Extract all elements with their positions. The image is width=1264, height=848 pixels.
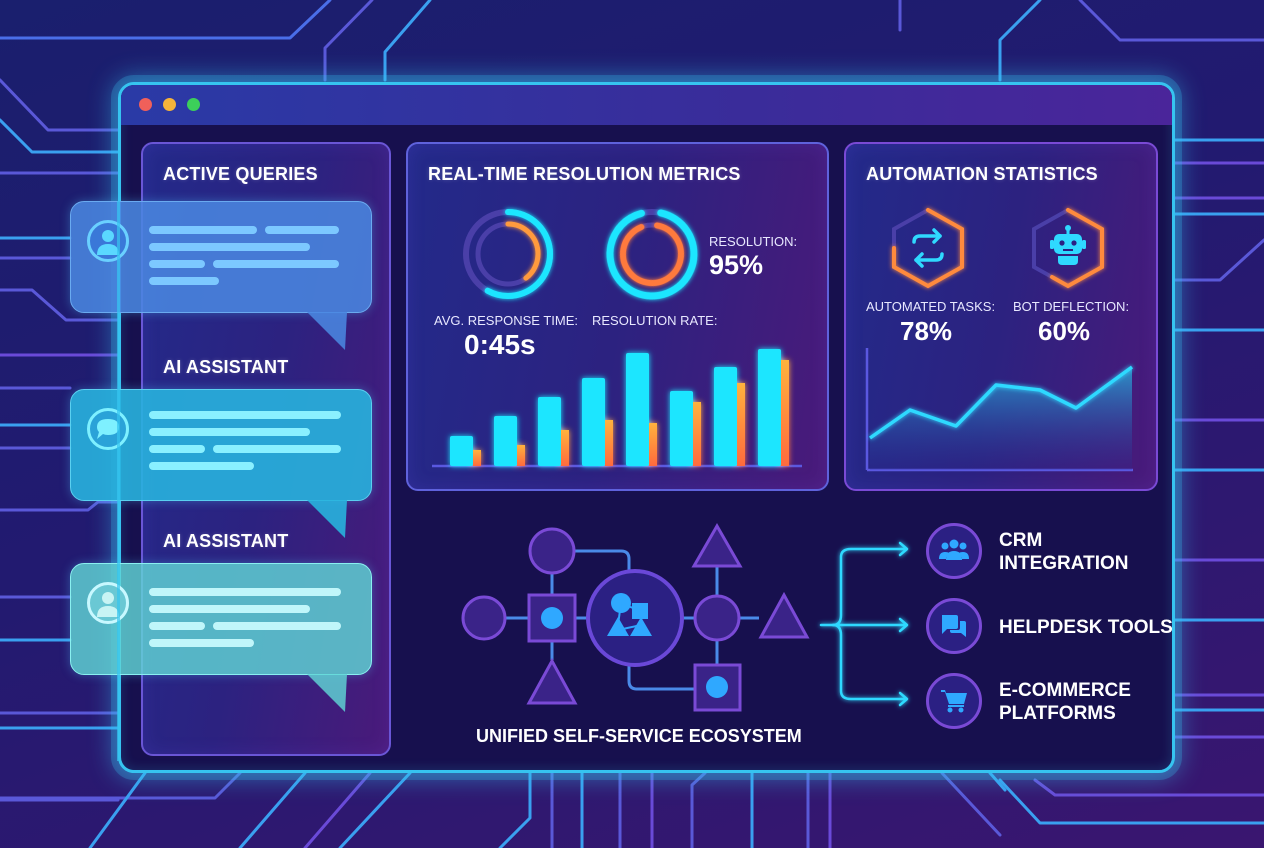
resolution-value: 95% xyxy=(709,250,764,280)
resolution-metrics-panel: REAL-TIME RESOLUTION METRICS RESOLUTION:… xyxy=(406,142,829,491)
ecosystem-title: UNIFIED SELF-SERVICE ECOSYSTEM xyxy=(476,726,802,746)
user-query-bubble-2[interactable] xyxy=(70,563,372,712)
ecommerce-platforms-button[interactable] xyxy=(926,673,982,729)
bot-deflection-value: 60% xyxy=(1038,316,1091,346)
helpdesk-tools-button[interactable] xyxy=(926,598,982,654)
ai-assistant-label-2: AI ASSISTANT xyxy=(163,531,289,551)
automation-statistics-panel: AUTOMATION STATISTICS xyxy=(844,142,1158,491)
crm-integration-label-line1: CRM xyxy=(999,530,1043,551)
bar-primary xyxy=(582,378,605,466)
resolution-bar-chart xyxy=(432,349,802,468)
avg-response-value: 0:45s xyxy=(464,329,536,360)
bot-deflection-label: BOT DEFLECTION: xyxy=(1013,299,1130,314)
bar-primary xyxy=(714,367,737,466)
minimize-button[interactable] xyxy=(163,98,176,111)
node-circle-top xyxy=(528,527,576,575)
ecommerce-label-line2: PLATFORMS xyxy=(999,703,1116,724)
robot-icon xyxy=(1050,225,1086,265)
bar-primary xyxy=(538,397,561,466)
avg-response-label: AVG. RESPONSE TIME: xyxy=(434,313,578,328)
users-group-icon xyxy=(939,539,969,560)
bar-primary xyxy=(670,391,693,466)
maximize-button[interactable] xyxy=(187,98,200,111)
bar-secondary xyxy=(737,383,745,466)
user-avatar-icon xyxy=(87,220,129,262)
resolution-rate-label: RESOLUTION RATE: xyxy=(592,313,718,328)
automated-tasks-hexagon xyxy=(892,207,964,289)
resolution-label: RESOLUTION: xyxy=(709,234,798,249)
chat-bubbles-icon xyxy=(942,615,966,637)
node-square-bottom xyxy=(693,663,742,712)
ecosystem-diagram xyxy=(461,522,909,712)
ai-assistant-bubble-1[interactable] xyxy=(70,389,372,538)
bubble-tail xyxy=(307,500,347,538)
node-circle-right xyxy=(693,594,741,642)
node-triangle-bottom xyxy=(526,657,578,705)
automated-tasks-value: 78% xyxy=(900,316,953,346)
bar-secondary xyxy=(649,423,657,466)
bar-primary xyxy=(450,436,473,466)
ai-assistant-label-1: AI ASSISTANT xyxy=(163,357,289,377)
bar-secondary xyxy=(561,430,569,466)
node-circle-left xyxy=(461,595,507,641)
bar-primary xyxy=(626,353,649,466)
bubble-tail xyxy=(307,674,347,712)
bar-secondary xyxy=(693,402,701,466)
automation-title: AUTOMATION STATISTICS xyxy=(866,164,1098,184)
bar-primary xyxy=(758,349,781,466)
metrics-title: REAL-TIME RESOLUTION METRICS xyxy=(428,164,741,184)
node-triangle-right xyxy=(758,591,810,639)
node-square-left xyxy=(527,593,577,643)
user-query-bubble-1[interactable] xyxy=(70,201,372,350)
bar-secondary xyxy=(473,450,481,466)
window-edge-line xyxy=(117,201,120,761)
bar-primary xyxy=(494,416,517,466)
automated-tasks-label: AUTOMATED TASKS: xyxy=(866,299,996,314)
resolution-rate-donut-chart xyxy=(606,208,698,300)
crm-integration-button[interactable] xyxy=(926,523,982,579)
user-avatar-icon xyxy=(87,582,129,624)
sync-arrows-icon xyxy=(912,228,944,268)
window-titlebar xyxy=(121,85,1172,125)
bar-secondary xyxy=(517,445,525,466)
ecommerce-label-line1: E-COMMERCE xyxy=(999,680,1131,701)
shopping-cart-icon xyxy=(941,690,967,713)
bar-secondary xyxy=(781,360,789,466)
automation-area-chart xyxy=(865,348,1134,472)
node-triangle-top xyxy=(691,522,743,568)
close-button[interactable] xyxy=(139,98,152,111)
helpdesk-tools-label: HELPDESK TOOLS xyxy=(999,617,1173,638)
bar-secondary xyxy=(605,420,613,466)
chat-bubble-icon xyxy=(87,408,129,450)
bubble-tail xyxy=(307,312,347,350)
response-time-donut-chart xyxy=(463,209,553,299)
active-queries-title: ACTIVE QUERIES xyxy=(163,164,318,184)
crm-integration-label-line2: INTEGRATION xyxy=(999,553,1129,574)
bot-deflection-hexagon xyxy=(1032,207,1104,289)
